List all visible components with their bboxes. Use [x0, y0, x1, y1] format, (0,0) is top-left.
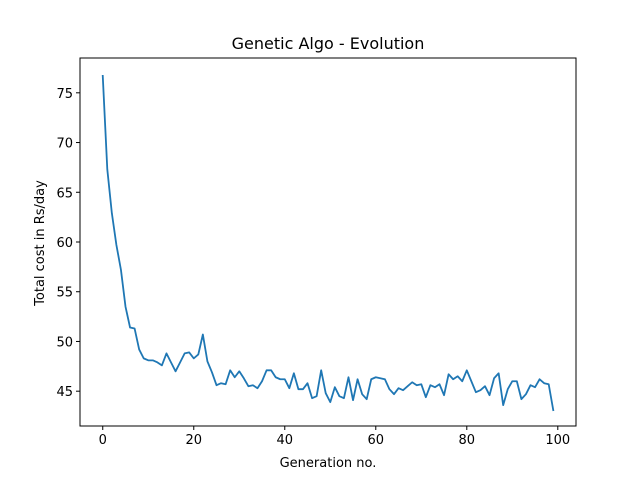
y-tick-label: 50	[56, 335, 73, 350]
y-tick-label: 65	[56, 186, 73, 201]
y-tick-label: 70	[56, 137, 73, 152]
plot-area: 0 20 40 60 80 100 45 50 55 60 65 70 75	[56, 57, 577, 448]
y-tick-label: 75	[56, 87, 73, 102]
y-tick-label: 45	[56, 385, 73, 400]
y-axis-title: Total cost in Rs/day	[33, 180, 48, 307]
x-tick-label: 60	[368, 433, 385, 448]
chart-title: Genetic Algo - Evolution	[232, 34, 425, 53]
y-tick-label: 55	[56, 286, 73, 301]
x-tick-label: 20	[185, 433, 202, 448]
x-tick-label: 40	[276, 433, 293, 448]
x-axis-title: Generation no.	[280, 456, 377, 471]
x-tick-label: 0	[99, 433, 107, 448]
y-tick-label: 60	[56, 236, 73, 251]
series-line-0	[101, 74, 555, 412]
x-tick-label: 100	[545, 433, 570, 448]
x-tick-label: 80	[459, 433, 476, 448]
